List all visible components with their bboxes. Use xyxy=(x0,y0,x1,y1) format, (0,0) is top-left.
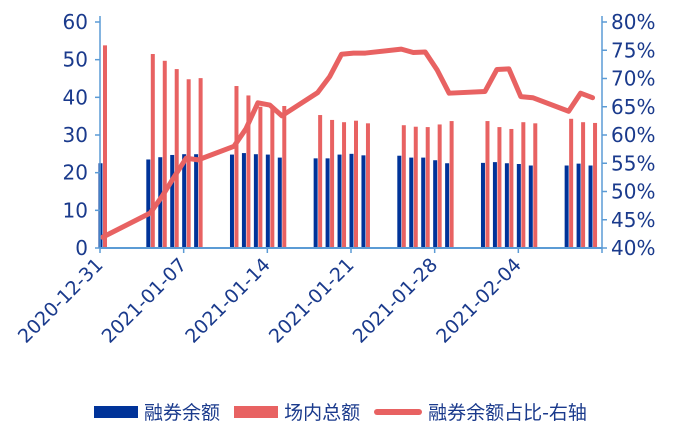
legend: 融券余额 场内总额 融券余额占比-右轴 xyxy=(0,398,681,425)
right-tick-label: 60% xyxy=(611,123,655,147)
bar-total xyxy=(150,54,155,249)
legend-label: 场内总额 xyxy=(284,402,361,424)
left-tick-label: 20 xyxy=(63,161,88,185)
legend-label: 融券余额 xyxy=(144,402,221,424)
x-tick-label: 2020-12-31 xyxy=(14,254,108,348)
left-tick-label: 60 xyxy=(63,10,88,34)
x-tick-label: 2021-01-28 xyxy=(349,254,443,348)
bar-rongquan xyxy=(492,162,497,248)
bar-total xyxy=(497,127,502,248)
bar-total xyxy=(485,121,490,248)
left-tick-label: 0 xyxy=(75,236,88,260)
x-tick-label: 2021-01-07 xyxy=(98,254,192,348)
bar-total xyxy=(234,86,239,249)
bar-total xyxy=(365,123,370,248)
right-tick-label: 70% xyxy=(611,67,655,91)
bar-total xyxy=(569,118,574,248)
bar-rongquan xyxy=(325,158,330,248)
line-ratio xyxy=(100,46,596,240)
chart: 0 10 20 30 40 50 60 40% 45% 50% 55% 60% 65% 70% 75% 80%… xyxy=(14,10,656,348)
left-tick-label: 40 xyxy=(63,85,88,109)
bar-rongquan xyxy=(397,155,402,248)
bar-total xyxy=(198,78,203,248)
bar-total xyxy=(162,60,167,249)
bar-total xyxy=(354,120,358,248)
x-tick-label: 2021-01-14 xyxy=(181,254,275,348)
left-tick-label: 10 xyxy=(63,198,88,222)
legend-swatch-ratio xyxy=(374,408,423,415)
bar-total xyxy=(282,105,287,248)
legend-swatch-total xyxy=(234,405,279,418)
left-tick-label: 30 xyxy=(63,123,88,147)
bar-rongquan xyxy=(421,157,426,248)
bar-rongquan xyxy=(480,162,485,248)
x-tick-label: 2021-02-04 xyxy=(432,254,526,348)
bar-rongquan xyxy=(576,163,581,248)
x-tick-label: 2021-01-21 xyxy=(265,254,359,348)
bar-rongquan xyxy=(277,157,282,248)
right-tick-label: 80% xyxy=(611,10,655,34)
bar-total xyxy=(533,123,538,248)
bar-total xyxy=(186,79,191,249)
right-tick-label: 40% xyxy=(611,236,655,260)
bar-rongquan xyxy=(337,154,342,248)
bar-rongquan xyxy=(564,165,569,248)
bar-rongquan xyxy=(182,154,187,248)
bar-rongquan xyxy=(265,154,270,248)
right-tick-label: 65% xyxy=(611,95,655,119)
right-tick-label: 75% xyxy=(611,38,655,62)
bar-total xyxy=(593,122,598,248)
bar-rongquan xyxy=(194,154,199,248)
bar-rongquan xyxy=(504,163,509,248)
bar-total xyxy=(437,124,442,248)
bar-rongquan xyxy=(253,154,258,248)
bar-rongquan xyxy=(516,164,521,248)
right-tick-label: 55% xyxy=(611,151,655,175)
bar-total xyxy=(521,122,526,248)
legend-label: 融券余额占比-右轴 xyxy=(428,402,587,424)
bar-total xyxy=(318,115,323,248)
right-tick-label: 50% xyxy=(611,180,655,204)
bar-total xyxy=(413,126,418,248)
bar-rongquan xyxy=(313,158,318,248)
bar-total xyxy=(330,119,335,248)
bar-total xyxy=(103,45,107,248)
legend-item-ratio: 融券余额占比-右轴 xyxy=(374,398,587,425)
legend-item-total: 场内总额 xyxy=(234,398,360,425)
bar-rongquan xyxy=(433,160,438,248)
bar-total xyxy=(581,122,586,248)
bar-total xyxy=(342,122,347,248)
right-tick-label: 45% xyxy=(611,208,655,232)
bar-rongquan xyxy=(588,165,593,248)
bar-rongquan xyxy=(170,154,175,248)
legend-swatch-rongquan xyxy=(94,405,139,418)
legend-item-rongquan: 融券余额 xyxy=(94,398,220,425)
bar-total xyxy=(246,95,251,248)
bar-rongquan xyxy=(445,163,450,248)
bar-rongquan xyxy=(409,157,414,248)
left-tick-label: 50 xyxy=(63,48,88,72)
bar-total xyxy=(425,127,430,248)
bar-total xyxy=(174,69,179,248)
bar-total xyxy=(270,108,275,248)
bar-rongquan xyxy=(361,155,366,248)
bar-rongquan xyxy=(349,153,354,248)
bar-total xyxy=(509,128,514,248)
bar-total xyxy=(258,106,263,248)
bar-rongquan xyxy=(241,153,246,248)
bar-rongquan xyxy=(146,159,151,248)
bar-total xyxy=(449,121,454,248)
bar-rongquan xyxy=(528,165,533,248)
bar-total xyxy=(401,125,406,248)
bar-rongquan xyxy=(229,154,234,248)
